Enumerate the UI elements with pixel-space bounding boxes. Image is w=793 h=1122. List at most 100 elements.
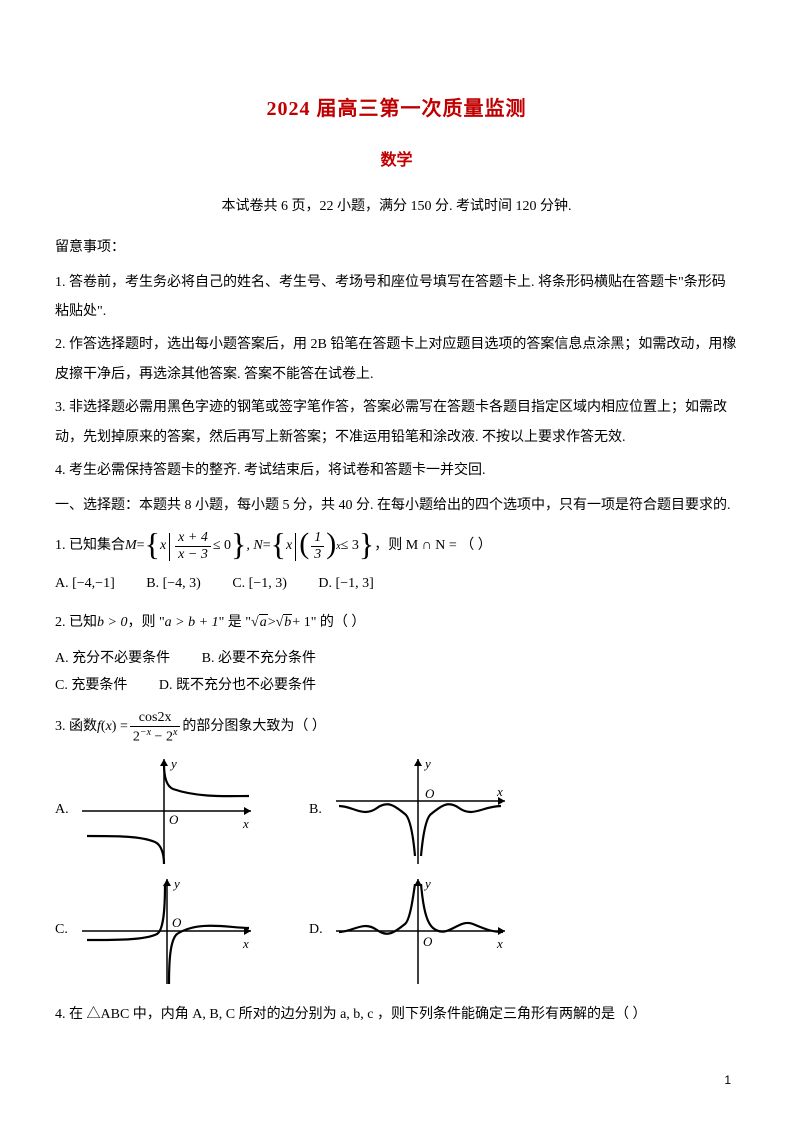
q1-opt-b: B. [−4, 3) [146, 571, 201, 598]
q2-opt-a: A. 充分不必要条件 [55, 646, 170, 673]
opt-text: [−4,−1] [72, 576, 115, 591]
question-1: 1. 已知集合 M = { x x + 4 x − 3 ≤ 0 } , N = … [55, 530, 738, 563]
q2-d: " 的（ ） [311, 608, 366, 639]
gt: > [268, 608, 276, 639]
notice-item: 3. 非选择题必需用黑色字迹的钢笔或签字笔作答，答案必需写在答题卡各题目指定区域… [55, 393, 738, 452]
q3-label-b: B. [309, 797, 333, 824]
sqrt-b: b [276, 608, 293, 639]
sb: b [283, 614, 292, 630]
eq: = [263, 531, 271, 562]
graph-d: y x O [333, 876, 508, 986]
q4-text: 4. 在 △ABC 中，内角 A, B, C 所对的边分别为 a, b, c ，… [55, 1000, 647, 1031]
paren: ) = [112, 712, 128, 743]
q3-num: cos2x [130, 710, 181, 727]
brace-open: { [145, 532, 160, 558]
q3-2a: 2 [133, 729, 140, 744]
q3-2b: 2 [166, 729, 173, 744]
minus: − [151, 729, 166, 744]
svg-text:O: O [169, 812, 179, 827]
q1-num: x + 4 [175, 530, 211, 547]
sqrt-a: a [251, 608, 268, 639]
opt-label: A. [55, 576, 69, 591]
q2-c: " 是 " [219, 608, 251, 639]
section-title: 一、选择题：本题共 8 小题，每小题 5 分，共 40 分. 在每小题给出的四个… [55, 493, 738, 520]
opt-label: C. [232, 576, 245, 591]
q1-suffix: ，则 M ∩ N = （ ） [374, 531, 492, 562]
q1-le3: ≤ 3 [341, 531, 359, 562]
q3-a: 3. 函数 [55, 712, 97, 743]
svg-text:y: y [172, 876, 180, 891]
paren-open: ( [299, 533, 309, 556]
paren-close: ) [326, 533, 336, 556]
graph-c: y x O [79, 876, 254, 986]
q1-frac2: 1 3 [311, 530, 324, 563]
q2-opt-c: C. 充要条件 [55, 673, 127, 700]
q1-opt-a: A. [−4,−1] [55, 571, 115, 598]
notice-item: 2. 作答选择题时，选出每小题答案后，用 2B 铅笔在答题卡上对应题目选项的答案… [55, 330, 738, 389]
graph-row-2: C. y x O D. y x O [55, 876, 738, 986]
q1-options: A. [−4,−1] B. [−4, 3) C. [−1, 3) D. [−1,… [55, 571, 738, 598]
svg-text:O: O [423, 934, 433, 949]
svg-text:O: O [425, 786, 435, 801]
svg-text:y: y [423, 876, 431, 891]
q3-label-a: A. [55, 797, 79, 824]
q1-den: x − 3 [175, 547, 211, 563]
graph-b: y x O [333, 756, 508, 866]
q2-opt-d: D. 既不充分也不必要条件 [159, 673, 316, 700]
brace-close: } [359, 532, 374, 558]
opt-label: B. [146, 576, 159, 591]
exp1: −x [140, 727, 151, 738]
notice-item: 1. 答卷前，考生务必将自己的姓名、考生号、考场号和座位号填写在答题卡上. 将条… [55, 268, 738, 327]
graph-row-1: A. y x O B. y x O [55, 756, 738, 866]
exam-info: 本试卷共 6 页，22 小题，满分 150 分. 考试时间 120 分钟. [55, 194, 738, 221]
q1-x2: x [286, 531, 292, 562]
brace-open: { [271, 532, 286, 558]
opt-text: [−1, 3) [249, 576, 287, 591]
q3-b: 的部分图象大致为（ ） [182, 712, 326, 743]
question-3: 3. 函数 f (x) = cos2x 2−x − 2x 的部分图象大致为（ ） [55, 710, 738, 746]
notice-heading: 留意事项： [55, 235, 738, 262]
q3-frac: cos2x 2−x − 2x [130, 710, 181, 746]
q3-label-c: C. [55, 917, 79, 944]
eq: = [137, 531, 145, 562]
brace-close: } [231, 532, 246, 558]
q2-a: 2. 已知 [55, 608, 97, 639]
q1-frac: x + 4 x − 3 [175, 530, 211, 563]
opt-text: [−1, 3] [336, 576, 374, 591]
exp2: x [173, 727, 177, 738]
q3-label-d: D. [309, 917, 333, 944]
q3-den: 2−x − 2x [130, 727, 181, 746]
svg-text:x: x [242, 816, 249, 831]
sa: a [259, 614, 268, 630]
subject-title: 数学 [55, 146, 738, 176]
svg-text:x: x [242, 936, 249, 951]
q2-cond: b > 0 [97, 608, 127, 639]
set-divider [295, 533, 296, 561]
q1-M: M [125, 531, 137, 562]
q2-options: A. 充分不必要条件 B. 必要不充分条件 C. 充要条件 D. 既不充分也不必… [55, 646, 738, 699]
svg-text:x: x [496, 784, 503, 799]
opt-label: D. [318, 576, 332, 591]
question-4: 4. 在 △ABC 中，内角 A, B, C 所对的边分别为 a, b, c ，… [55, 1000, 738, 1031]
plus1: + 1 [292, 608, 310, 639]
notice-item: 4. 考生必需保持答题卡的整齐. 考试结束后，将试卷和答题卡一并交回. [55, 456, 738, 485]
q1-N: , N [246, 531, 262, 562]
svg-text:y: y [169, 756, 177, 771]
q1-three: 3 [311, 547, 324, 563]
graph-a: y x O [79, 756, 254, 866]
q2-opt-b: B. 必要不充分条件 [202, 646, 316, 673]
q1-prefix: 1. 已知集合 [55, 531, 125, 562]
q1-opt-c: C. [−1, 3) [232, 571, 287, 598]
q1-one: 1 [311, 530, 324, 547]
svg-text:y: y [423, 756, 431, 771]
q1-opt-d: D. [−1, 3] [318, 571, 373, 598]
svg-text:x: x [496, 936, 503, 951]
q2-b: ，则 " [127, 608, 164, 639]
q1-le0: ≤ 0 [213, 531, 231, 562]
page-title: 2024 届高三第一次质量监测 [55, 90, 738, 128]
q1-x: x [160, 531, 166, 562]
page-number: 1 [724, 1069, 731, 1092]
opt-text: [−4, 3) [163, 576, 201, 591]
svg-text:O: O [172, 915, 182, 930]
question-2: 2. 已知 b > 0 ，则 " a > b + 1 " 是 " a > b +… [55, 608, 738, 639]
